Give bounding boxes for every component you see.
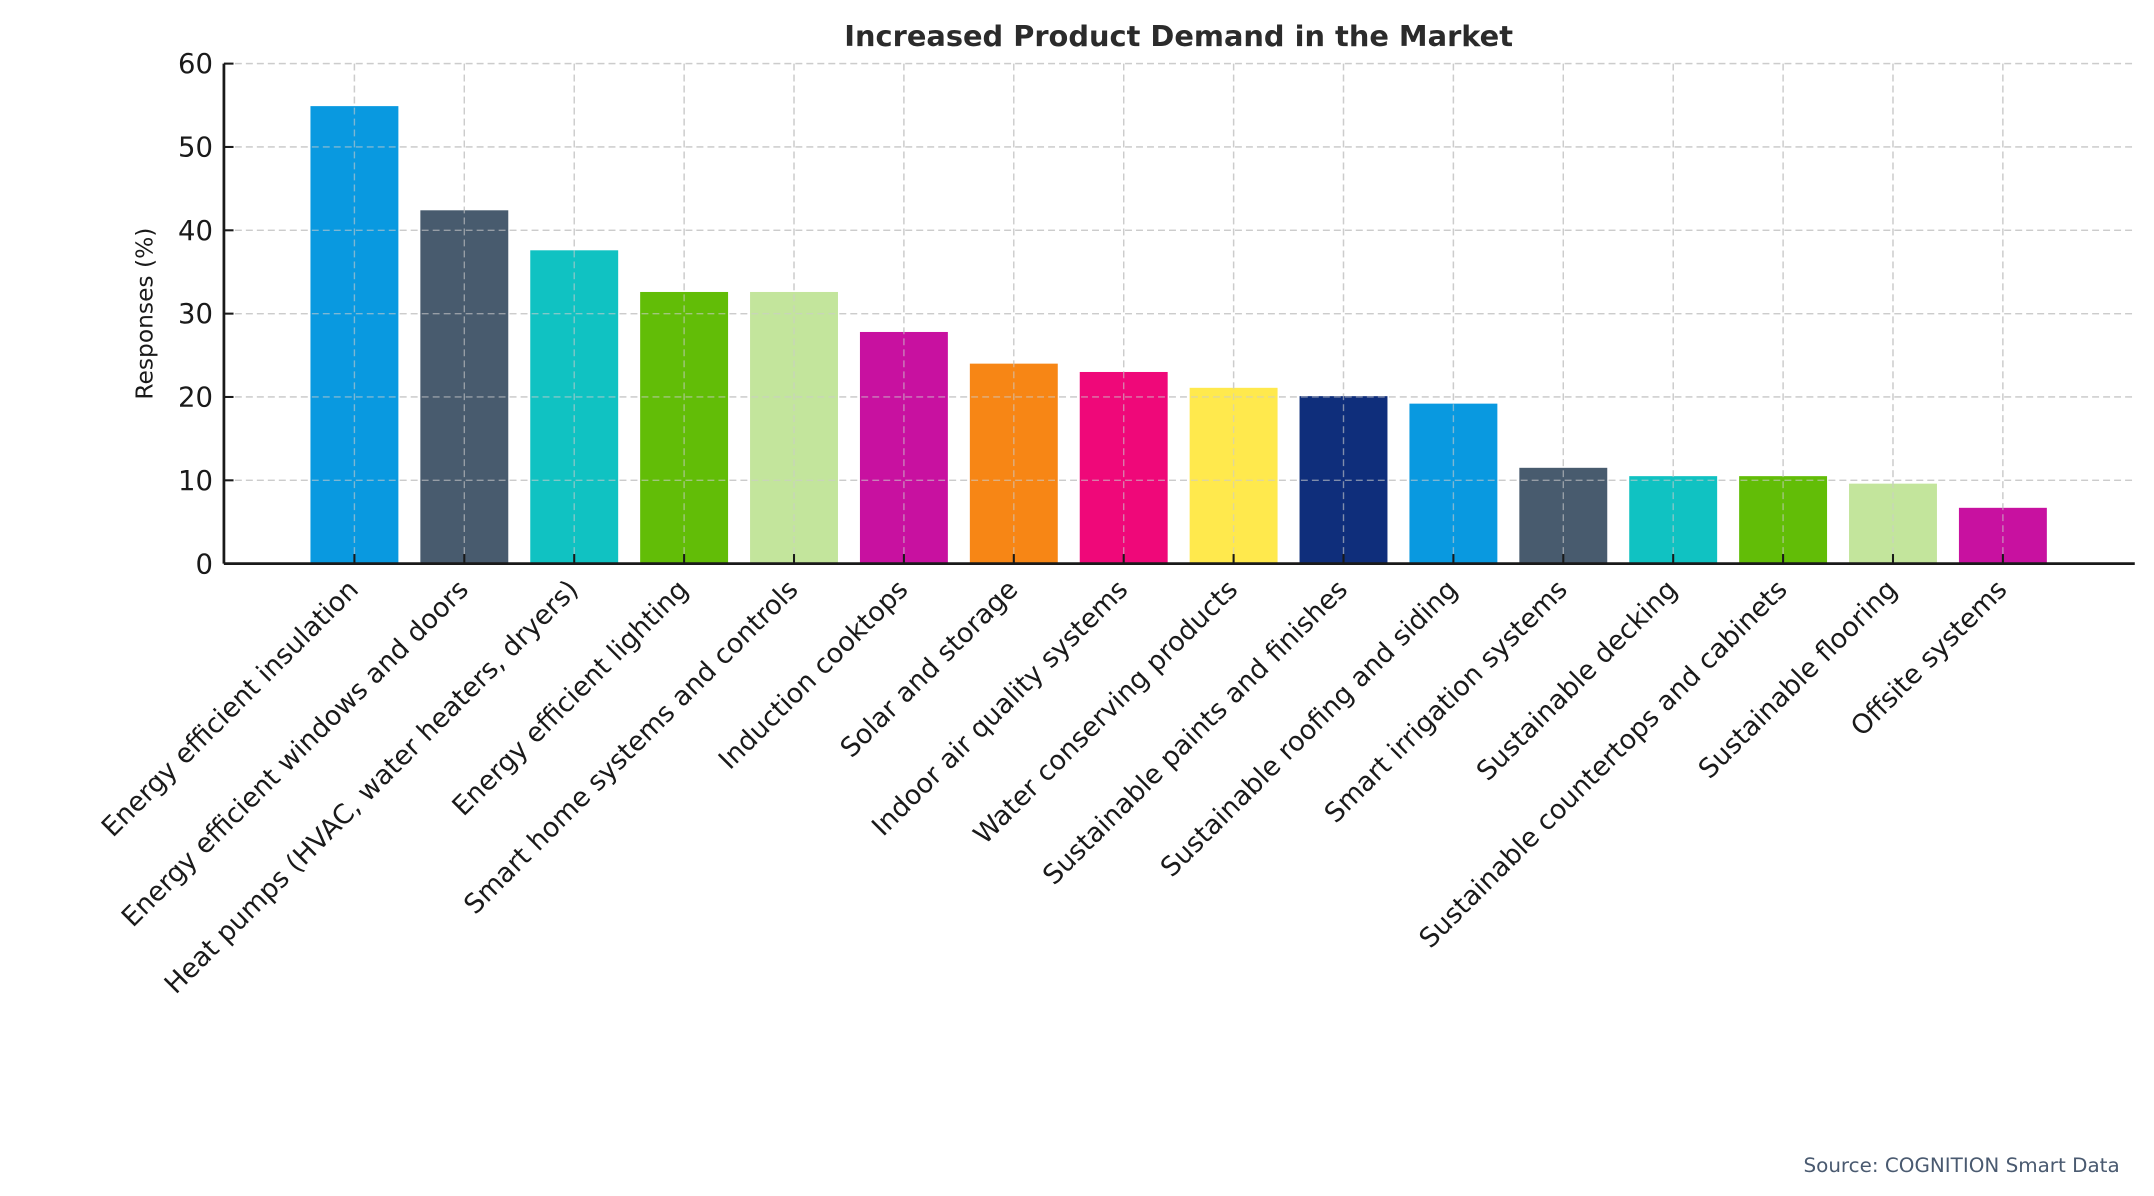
chart-title: Increased Product Demand in the Market	[844, 19, 1513, 53]
y-tick-label: 60	[178, 49, 213, 80]
x-tick-label: Induction cooktops	[713, 574, 915, 776]
x-tick-label: Sustainable decking	[1471, 574, 1684, 787]
y-tick-label: 0	[195, 549, 212, 580]
gridlines-overlay	[223, 62, 2135, 565]
axes: 0 10 20 30 40 50 60	[178, 49, 2135, 580]
y-tick-label: 50	[178, 133, 213, 164]
y-tick-label: 30	[178, 299, 213, 330]
bar	[1079, 371, 1168, 564]
bars	[310, 106, 2047, 564]
y-tick-label: 40	[178, 216, 213, 247]
source-note: Source: COGNITION Smart Data	[1804, 1154, 2120, 1177]
y-tick-label: 20	[178, 383, 213, 414]
y-tick-label: 10	[178, 466, 213, 497]
x-tick-label: Heat pumps (HVAC, water heaters, dryers)	[159, 574, 585, 1000]
x-tick-label: Sustainable flooring	[1693, 574, 1904, 785]
bar	[859, 331, 948, 564]
y-axis-label: Responses (%)	[130, 228, 158, 400]
